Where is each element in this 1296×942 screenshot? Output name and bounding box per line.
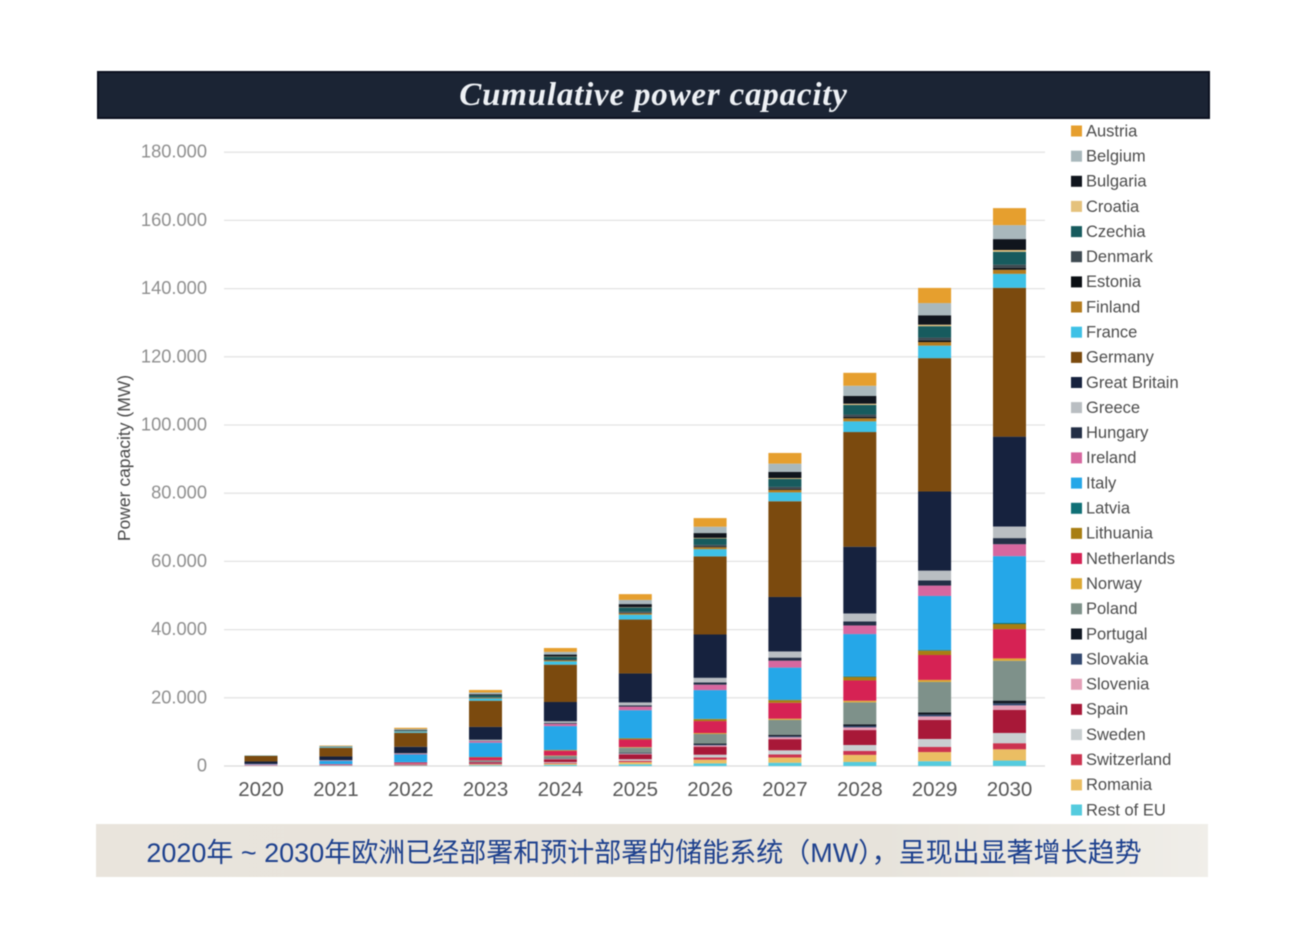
- svg-text:160.000: 160.000: [141, 209, 207, 230]
- svg-text:Norway: Norway: [1086, 575, 1143, 593]
- svg-text:France: France: [1086, 324, 1137, 342]
- svg-text:Slovakia: Slovakia: [1086, 650, 1149, 668]
- svg-text:2027: 2027: [762, 778, 808, 801]
- svg-text:2022: 2022: [388, 778, 434, 801]
- svg-text:60.000: 60.000: [151, 550, 207, 571]
- svg-text:Czechia: Czechia: [1086, 223, 1146, 241]
- svg-text:Ireland: Ireland: [1086, 449, 1136, 467]
- svg-text:Belgium: Belgium: [1086, 148, 1146, 166]
- svg-text:2030: 2030: [987, 778, 1033, 801]
- svg-text:Rest of EU: Rest of EU: [1086, 801, 1166, 819]
- svg-text:2021: 2021: [313, 778, 359, 801]
- svg-text:2024: 2024: [538, 778, 584, 801]
- svg-text:2025: 2025: [612, 778, 658, 801]
- svg-text:2029: 2029: [912, 778, 958, 801]
- svg-text:Portugal: Portugal: [1086, 625, 1147, 643]
- svg-text:Switzerland: Switzerland: [1086, 751, 1171, 769]
- svg-text:Slovenia: Slovenia: [1086, 676, 1150, 694]
- svg-text:Hungary: Hungary: [1086, 424, 1149, 442]
- svg-text:Germany: Germany: [1086, 349, 1155, 367]
- svg-text:Denmark: Denmark: [1086, 248, 1154, 266]
- svg-text:Spain: Spain: [1086, 701, 1128, 719]
- svg-text:180.000: 180.000: [141, 141, 207, 162]
- svg-text:100.000: 100.000: [141, 414, 207, 435]
- svg-text:Austria: Austria: [1086, 122, 1138, 140]
- svg-text:0: 0: [197, 755, 207, 776]
- svg-text:Croatia: Croatia: [1086, 198, 1140, 216]
- svg-text:Italy: Italy: [1086, 474, 1117, 492]
- svg-text:Latvia: Latvia: [1086, 500, 1131, 518]
- svg-text:120.000: 120.000: [141, 345, 207, 366]
- svg-text:Power capacity (MW): Power capacity (MW): [114, 375, 134, 541]
- svg-text:Sweden: Sweden: [1086, 726, 1146, 744]
- svg-text:80.000: 80.000: [151, 482, 207, 503]
- svg-text:140.000: 140.000: [141, 277, 207, 298]
- svg-text:Finland: Finland: [1086, 298, 1140, 316]
- svg-text:40.000: 40.000: [151, 618, 207, 639]
- svg-text:2028: 2028: [837, 778, 883, 801]
- svg-text:2020: 2020: [238, 778, 284, 801]
- svg-text:2026: 2026: [687, 778, 733, 801]
- svg-text:Great Britain: Great Britain: [1086, 374, 1179, 392]
- svg-text:2023: 2023: [463, 778, 509, 801]
- svg-text:Netherlands: Netherlands: [1086, 550, 1175, 568]
- svg-text:Poland: Poland: [1086, 600, 1137, 618]
- svg-text:20.000: 20.000: [151, 686, 207, 707]
- svg-text:Bulgaria: Bulgaria: [1086, 173, 1147, 191]
- svg-text:Estonia: Estonia: [1086, 273, 1142, 291]
- svg-text:Romania: Romania: [1086, 776, 1153, 794]
- svg-text:Lithuania: Lithuania: [1086, 525, 1154, 543]
- svg-text:Greece: Greece: [1086, 399, 1140, 417]
